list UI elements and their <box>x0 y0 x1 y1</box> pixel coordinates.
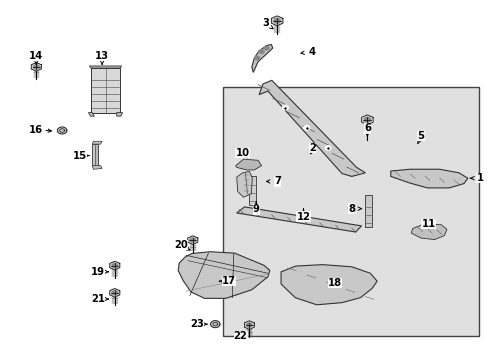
Text: 14: 14 <box>29 50 43 60</box>
Circle shape <box>259 50 264 53</box>
Text: 12: 12 <box>296 212 310 221</box>
Text: 8: 8 <box>347 204 355 214</box>
Polygon shape <box>249 176 256 205</box>
Text: 16: 16 <box>29 125 43 135</box>
Circle shape <box>190 238 195 242</box>
Text: 9: 9 <box>252 204 259 215</box>
Text: 17: 17 <box>222 276 235 286</box>
Polygon shape <box>235 159 261 170</box>
Circle shape <box>264 46 268 50</box>
Circle shape <box>273 18 280 23</box>
Polygon shape <box>117 113 122 116</box>
Polygon shape <box>178 252 269 298</box>
Text: 2: 2 <box>309 143 316 153</box>
Circle shape <box>364 117 370 122</box>
Circle shape <box>303 126 309 130</box>
Circle shape <box>325 146 330 150</box>
Text: 6: 6 <box>363 123 370 133</box>
Text: 10: 10 <box>235 148 249 158</box>
Circle shape <box>254 56 259 60</box>
Text: 20: 20 <box>174 240 187 250</box>
Polygon shape <box>236 171 252 197</box>
Circle shape <box>246 323 252 327</box>
Polygon shape <box>271 16 283 26</box>
Polygon shape <box>92 141 102 144</box>
Circle shape <box>112 264 117 267</box>
Polygon shape <box>109 261 120 270</box>
Text: 18: 18 <box>327 278 342 288</box>
Text: 22: 22 <box>233 331 247 341</box>
Polygon shape <box>236 207 361 232</box>
Polygon shape <box>365 195 371 227</box>
Polygon shape <box>281 265 376 305</box>
Circle shape <box>34 65 39 69</box>
Circle shape <box>282 105 287 110</box>
Text: 11: 11 <box>421 219 435 229</box>
Polygon shape <box>89 66 122 68</box>
Text: 13: 13 <box>95 51 109 61</box>
Circle shape <box>112 291 117 295</box>
Polygon shape <box>251 44 272 72</box>
Polygon shape <box>410 224 446 239</box>
Polygon shape <box>88 113 94 116</box>
Text: 19: 19 <box>91 267 105 277</box>
Polygon shape <box>259 80 365 176</box>
Text: 5: 5 <box>417 131 424 141</box>
Polygon shape <box>31 63 41 71</box>
Polygon shape <box>361 115 372 125</box>
Polygon shape <box>92 166 102 169</box>
Polygon shape <box>244 321 254 329</box>
Text: 7: 7 <box>274 176 281 186</box>
Text: 15: 15 <box>73 150 86 161</box>
Text: 23: 23 <box>190 319 203 329</box>
Circle shape <box>210 321 220 328</box>
Text: 3: 3 <box>262 18 268 28</box>
Text: 4: 4 <box>307 46 315 57</box>
Text: 1: 1 <box>475 173 483 183</box>
Polygon shape <box>91 68 120 113</box>
Circle shape <box>57 127 67 134</box>
Polygon shape <box>92 144 98 166</box>
Polygon shape <box>187 236 198 244</box>
Polygon shape <box>109 288 120 297</box>
Bar <box>222 87 478 336</box>
Polygon shape <box>390 169 467 188</box>
Text: 21: 21 <box>91 294 105 304</box>
